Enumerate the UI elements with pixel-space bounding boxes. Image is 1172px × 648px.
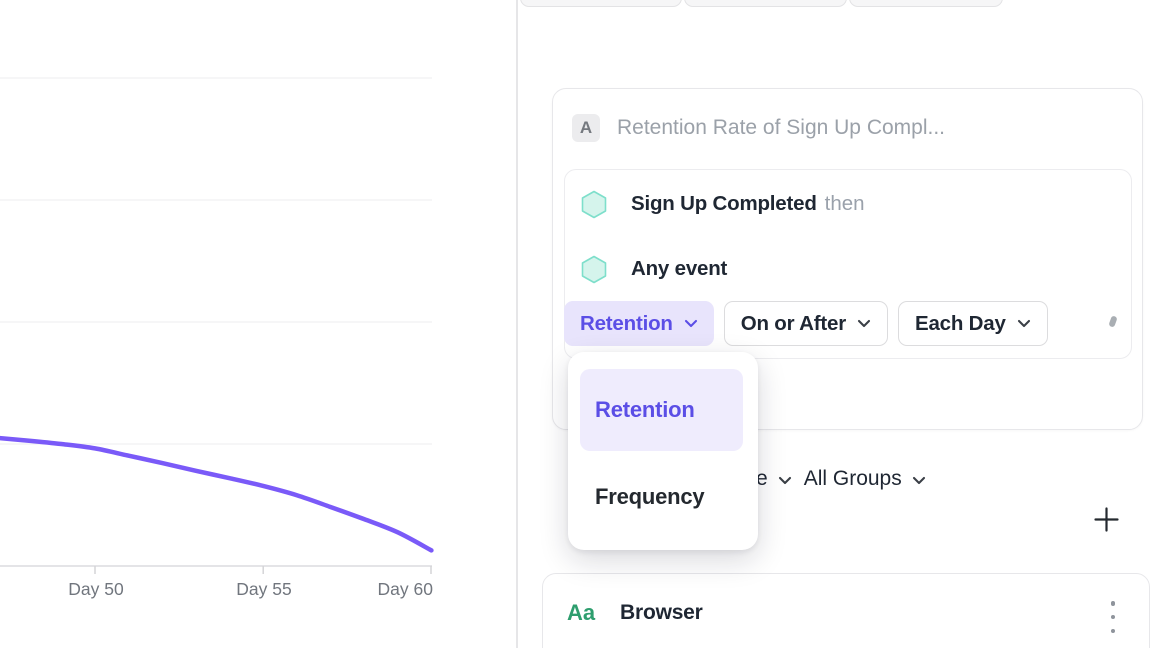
window-dropdown[interactable]: On or After: [723, 301, 888, 346]
event-name: Any event: [631, 257, 728, 280]
metric-dropdown-menu: Retention Frequency: [568, 352, 758, 550]
interval-dropdown[interactable]: Each Day: [897, 301, 1048, 346]
plus-icon: [1093, 506, 1119, 532]
x-tick-label: Day 55: [236, 579, 292, 599]
retention-line-chart: [0, 77, 434, 574]
groups-dropdown[interactable]: All Groups: [803, 467, 902, 490]
chevron-down-icon: [857, 319, 871, 328]
query-title-input[interactable]: Retention Rate of Sign Up Compl...: [617, 116, 946, 139]
hexagon-icon: [581, 255, 607, 283]
metric-dropdown-label: Retention: [580, 311, 673, 335]
retention-chart: Day 50 Day 55 Day 60: [0, 0, 517, 648]
tab-segment[interactable]: [684, 0, 847, 7]
string-property-icon: Aa: [567, 600, 596, 625]
property-card-browser[interactable]: Aa Browser: [542, 573, 1150, 648]
chevron-down-icon: [912, 476, 926, 485]
x-tick-label: Day 50: [68, 579, 124, 599]
chevron-down-icon: [684, 319, 698, 328]
interval-dropdown-label: Each Day: [914, 311, 1006, 335]
chevron-down-icon: [1017, 319, 1031, 328]
kebab-menu-icon[interactable]: [1104, 599, 1122, 635]
retention-controls-row: Retention On or After Each Day: [564, 301, 1048, 346]
menu-item-frequency[interactable]: Frequency: [595, 484, 705, 509]
x-tick-label: Day 60: [377, 579, 433, 599]
event-name: Sign Up Completed: [631, 192, 817, 215]
hexagon-icon: [581, 190, 607, 218]
window-dropdown-label: On or After: [740, 311, 846, 335]
chevron-down-icon: [778, 476, 792, 485]
metric-dropdown[interactable]: Retention: [564, 301, 714, 346]
tab-segment[interactable]: [849, 0, 1003, 7]
event-suffix: then: [824, 192, 865, 215]
add-button[interactable]: [1090, 503, 1122, 535]
event-row-sign-up-completed[interactable]: Sign Up Completed then: [565, 182, 1131, 226]
tab-segment[interactable]: [520, 0, 682, 7]
series-badge: A: [572, 114, 600, 142]
measured-as-dropdown-partial[interactable]: e: [756, 467, 768, 490]
event-definition-card: Sign Up Completed then Any event Retenti…: [564, 169, 1132, 359]
property-label: Browser: [620, 601, 703, 624]
event-row-any-event[interactable]: Any event: [565, 247, 1131, 291]
panel-divider: [516, 0, 518, 648]
menu-item-retention[interactable]: Retention: [580, 369, 743, 451]
measured-as-row: e All Groups: [756, 467, 938, 491]
